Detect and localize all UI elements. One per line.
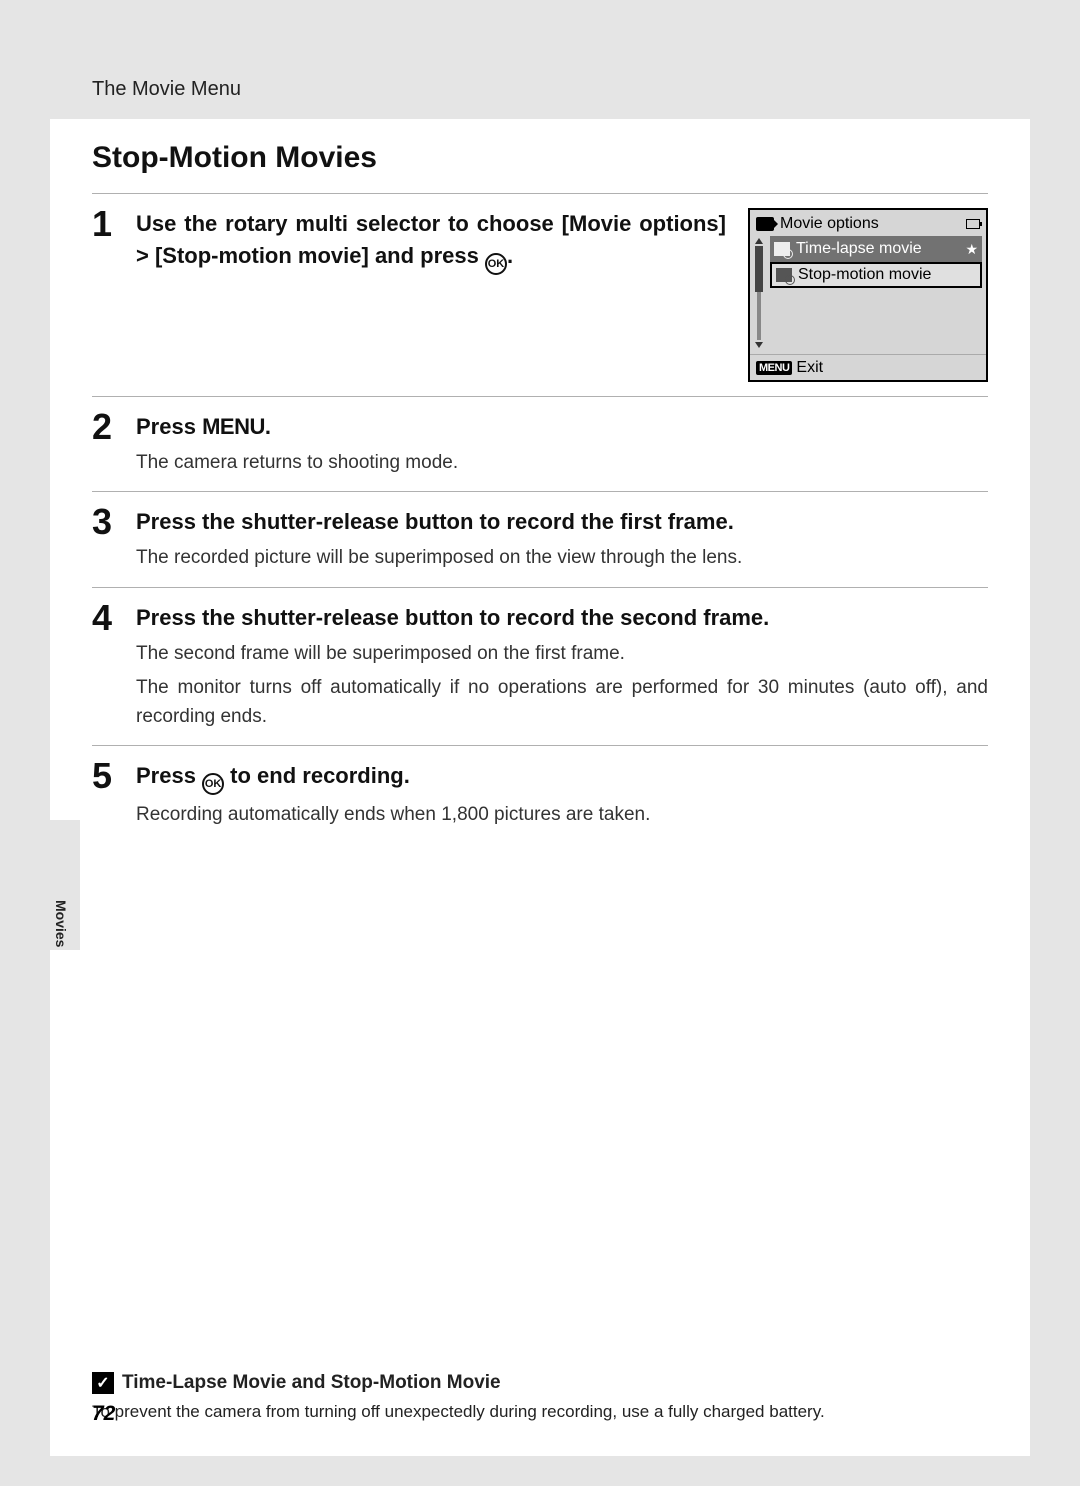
ok-icon: OK (202, 773, 224, 795)
manual-page: The Movie Menu Stop-Motion Movies 1 Use … (50, 30, 1030, 1456)
step-2-pre: Press (136, 414, 202, 439)
step-1-tail: . (507, 243, 513, 268)
screen-footer: MENU Exit (750, 354, 986, 380)
step-4-heading: Press the shutter-release button to reco… (136, 602, 988, 634)
step-3-sub: The recorded picture will be superimpose… (136, 544, 988, 573)
check-icon: ✓ (92, 1372, 114, 1394)
step-2-heading: Press MENU. (136, 411, 988, 443)
menu-item-timelapse: Time-lapse movie ★ (770, 236, 982, 262)
step-number: 1 (92, 206, 136, 242)
screen-header: Movie options (750, 210, 986, 236)
page-title: Stop-Motion Movies (92, 141, 988, 175)
header-breadcrumb: The Movie Menu (50, 30, 1030, 119)
menu-item-label: Stop-motion movie (798, 266, 931, 284)
step-5-post: to end recording. (224, 763, 410, 788)
side-tab-label: Movies (53, 900, 69, 947)
footnote-body: To prevent the camera from turning off u… (92, 1400, 988, 1424)
step-5: 5 Press OK to end recording. Recording a… (92, 745, 988, 844)
step-1-text: Use the rotary multi selector to choose … (136, 211, 726, 268)
step-2: 2 Press MENU. The camera returns to shoo… (92, 396, 988, 491)
step-number: 2 (92, 409, 136, 445)
menu-item-stopmotion: Stop-motion movie (770, 262, 982, 288)
footnote-box: ✓ Time-Lapse Movie and Stop-Motion Movie… (92, 1372, 988, 1424)
scroll-thumb (755, 246, 763, 292)
step-3-heading: Press the shutter-release button to reco… (136, 506, 988, 538)
step-number: 5 (92, 758, 136, 794)
footnote-title: Time-Lapse Movie and Stop-Motion Movie (122, 1372, 501, 1394)
step-2-post: . (265, 414, 271, 439)
content-area: Stop-Motion Movies 1 Use the rotary mult… (50, 119, 1030, 844)
battery-icon (966, 219, 980, 229)
camera-screen: Movie options Time (748, 208, 988, 382)
step-1-heading: Use the rotary multi selector to choose … (136, 208, 726, 275)
star-icon: ★ (965, 241, 978, 258)
step-3: 3 Press the shutter-release button to re… (92, 491, 988, 586)
exit-label: Exit (796, 359, 823, 377)
menu-text-icon: MENU (202, 414, 265, 439)
menu-chip-icon: MENU (756, 361, 792, 375)
step-2-sub: The camera returns to shooting mode. (136, 449, 988, 478)
step-4-sub1: The second frame will be superimposed on… (136, 640, 988, 669)
film-icon (774, 242, 790, 256)
film-icon (776, 268, 792, 282)
scroll-down-icon (755, 342, 763, 348)
page-number: 72 (92, 1402, 115, 1426)
step-1: 1 Use the rotary multi selector to choos… (92, 193, 988, 396)
ok-icon: OK (485, 253, 507, 275)
step-5-pre: Press (136, 763, 202, 788)
scrollbar (754, 238, 764, 348)
step-number: 3 (92, 504, 136, 540)
menu-item-label: Time-lapse movie (796, 240, 922, 258)
step-5-sub: Recording automatically ends when 1,800 … (136, 801, 988, 830)
step-4-sub2: The monitor turns off automatically if n… (136, 674, 988, 731)
step-4: 4 Press the shutter-release button to re… (92, 587, 988, 745)
step-number: 4 (92, 600, 136, 636)
screen-title-text: Movie options (780, 215, 879, 233)
scroll-up-icon (755, 238, 763, 244)
screen-list: Time-lapse movie ★ Stop-motion movie (750, 236, 986, 354)
step-5-heading: Press OK to end recording. (136, 760, 988, 795)
movie-camera-icon (756, 217, 774, 231)
footnote-heading: ✓ Time-Lapse Movie and Stop-Motion Movie (92, 1372, 988, 1394)
